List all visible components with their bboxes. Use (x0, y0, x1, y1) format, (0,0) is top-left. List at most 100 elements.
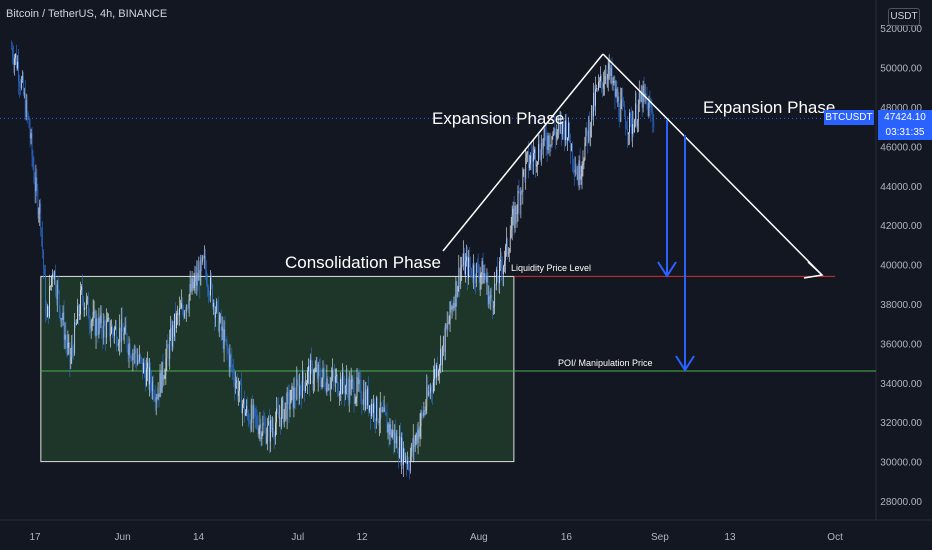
candle (282, 396, 284, 425)
candle (118, 314, 120, 356)
candle-body (52, 273, 53, 277)
candle (444, 322, 446, 361)
candle (556, 124, 558, 145)
candle (468, 249, 469, 285)
candle (493, 301, 495, 315)
candle-body (185, 305, 187, 313)
candle (183, 310, 185, 319)
candle (18, 49, 19, 95)
candle-body (589, 119, 591, 138)
candle (356, 368, 358, 407)
candle-body (535, 149, 536, 167)
candle-body (193, 281, 195, 288)
candle (76, 319, 77, 326)
candle-body (633, 124, 634, 133)
candle-body (39, 203, 41, 213)
y-tick-label: 32000.00 (880, 418, 922, 429)
candle-body (577, 173, 579, 185)
candle-body (428, 391, 430, 396)
candle-body (619, 116, 621, 122)
x-tick-label: Sep (651, 532, 669, 543)
candle-body (415, 433, 417, 441)
candle (291, 382, 293, 401)
candle (481, 257, 483, 285)
candle-body (416, 433, 418, 444)
candle-body (122, 331, 124, 340)
candle (109, 317, 110, 342)
candle (577, 163, 579, 187)
candle-body (222, 327, 224, 349)
candle (520, 187, 522, 219)
candle (176, 310, 177, 333)
candle-body (435, 369, 436, 378)
candle (466, 244, 467, 267)
candle-body (293, 388, 295, 408)
candle (565, 114, 566, 147)
candle (568, 117, 569, 141)
currency-badge[interactable]: USDT (888, 8, 920, 26)
candle-body (51, 276, 52, 286)
candle-body (19, 81, 20, 85)
candle (179, 296, 180, 326)
candle (114, 325, 115, 344)
candle-body (211, 277, 212, 286)
candle (419, 413, 421, 447)
candle (459, 267, 461, 298)
candle (382, 400, 384, 414)
candle (393, 429, 395, 455)
candle-body (404, 448, 405, 460)
candle (429, 384, 431, 398)
candle-body (248, 422, 250, 424)
candle-body (587, 131, 589, 142)
candle-body (574, 169, 576, 173)
candle (280, 397, 282, 430)
candle (578, 155, 580, 191)
candle (74, 313, 76, 356)
candle (296, 366, 298, 401)
candle-body (14, 58, 15, 65)
candle-body (287, 392, 289, 393)
candle (122, 323, 124, 341)
candle-body (332, 371, 334, 378)
candle-body (307, 370, 308, 383)
y-tick-label: 52000.00 (880, 24, 922, 35)
candle (45, 264, 46, 323)
candle (424, 406, 426, 416)
candle-body (534, 149, 535, 154)
candle (178, 309, 179, 327)
candle (73, 343, 75, 361)
candle (371, 399, 372, 419)
candle-body (512, 208, 514, 215)
candle (370, 404, 371, 430)
candle (158, 393, 160, 408)
candle (498, 275, 499, 293)
candle (345, 365, 347, 395)
symbol-title: Bitcoin / TetherUS, 4h, BINANCE (6, 8, 168, 20)
candle (585, 127, 587, 147)
candle-body (486, 276, 488, 283)
candle (41, 227, 43, 247)
candle-body (571, 143, 573, 162)
candle (66, 334, 68, 358)
candle (627, 116, 628, 148)
candle (598, 74, 599, 92)
candle-body (170, 328, 172, 338)
candle (188, 294, 190, 317)
candle-body (286, 392, 288, 420)
candle-body (490, 295, 492, 298)
candle-body (324, 375, 326, 387)
candle-body (195, 275, 197, 286)
candle (522, 167, 524, 205)
candle-body (409, 456, 411, 471)
candle (229, 344, 231, 378)
candle-body (635, 103, 637, 126)
candle (537, 161, 538, 177)
candle (319, 357, 321, 388)
candle (79, 304, 80, 320)
candle (181, 289, 182, 310)
candle-body (241, 383, 242, 414)
candle (477, 253, 479, 278)
candle-body (400, 436, 401, 462)
expansion-trendline-up (442, 53, 604, 252)
